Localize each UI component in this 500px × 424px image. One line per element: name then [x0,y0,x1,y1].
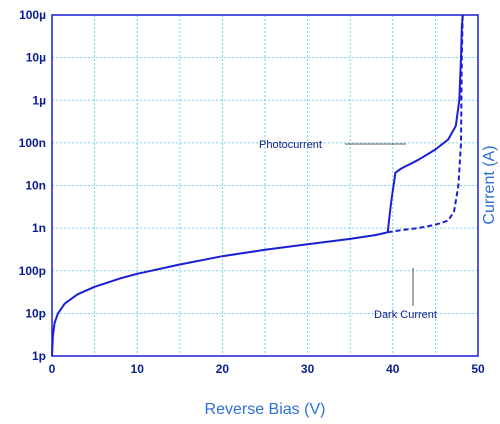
series-line-photocurrent [386,14,464,233]
x-tick-label: 40 [386,362,400,376]
y-tick-label: 1n [32,221,46,235]
x-tick-label: 10 [131,362,145,376]
x-tick-label: 0 [49,362,56,376]
y-tick-label: 1p [32,349,46,363]
y-tick-label: 100µ [19,8,46,22]
series-line-shared [51,231,388,357]
x-axis-title: Reverse Bias (V) [205,401,326,418]
series-line-dark-current [387,14,464,234]
series-lines [51,14,464,357]
plot-frame [51,14,479,357]
photocurrent-label: Photocurrent [259,139,322,151]
y-tick-label: 1µ [32,93,46,107]
x-tick-label: 50 [471,362,485,376]
tick-labels: 0 10 20 30 40 50 1p 10p 100p 1n 10n 100n 1µ 10µ 100µ [19,8,485,376]
dark-current-label: Dark Current [374,309,437,321]
y-axis-title: Current (A) [481,145,498,224]
y-tick-label: 10p [25,306,46,320]
grid-lines [52,15,478,356]
y-tick-label: 10µ [26,51,46,65]
x-tick-label: 20 [216,362,230,376]
y-tick-label: 100n [19,136,46,150]
x-tick-label: 30 [301,362,315,376]
y-tick-label: 10n [25,179,46,193]
y-tick-label: 100p [19,264,46,278]
